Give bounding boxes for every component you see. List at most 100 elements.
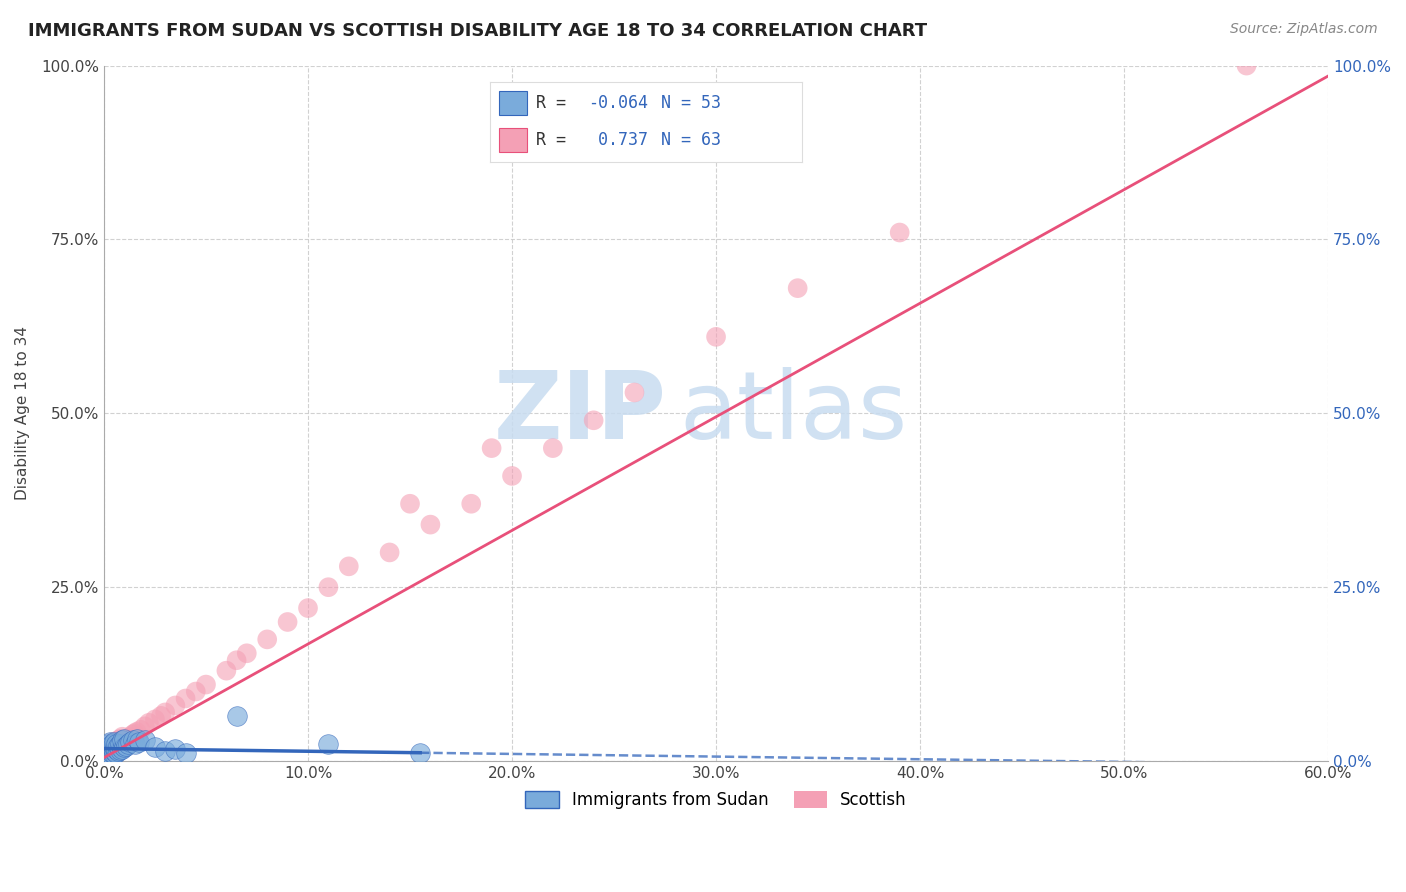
Point <box>1236 59 1258 73</box>
Point <box>165 741 187 756</box>
Point <box>481 441 503 455</box>
Point <box>97 750 120 764</box>
Point <box>105 737 128 751</box>
Point <box>121 733 143 747</box>
Point <box>110 731 132 746</box>
Point <box>111 733 134 747</box>
Point <box>94 747 117 761</box>
Point <box>97 737 120 751</box>
Point <box>107 733 129 747</box>
Point <box>582 413 605 427</box>
Point <box>112 731 135 746</box>
Point <box>101 746 124 760</box>
Point <box>94 749 117 764</box>
Point <box>541 441 564 455</box>
Point <box>143 740 166 755</box>
Point <box>94 746 117 760</box>
Point <box>98 740 121 755</box>
Point <box>129 723 152 737</box>
Point <box>111 737 134 751</box>
Point <box>378 545 401 559</box>
Point <box>98 744 121 758</box>
Point <box>134 719 156 733</box>
Point <box>501 469 523 483</box>
Point <box>110 737 132 751</box>
Point <box>318 737 340 751</box>
Point <box>98 739 121 753</box>
Point <box>103 734 125 748</box>
Point <box>174 691 197 706</box>
Point <box>460 497 482 511</box>
Point <box>97 740 120 755</box>
Point <box>97 748 120 763</box>
Point <box>174 746 197 760</box>
Point <box>120 734 142 748</box>
Point <box>98 750 121 764</box>
Point <box>98 734 121 748</box>
Point <box>94 744 117 758</box>
Point <box>143 712 166 726</box>
Point <box>98 741 121 756</box>
Point <box>97 745 120 759</box>
Point <box>94 744 117 758</box>
Point <box>97 746 120 760</box>
Point <box>97 743 120 757</box>
Point <box>153 744 176 758</box>
Point <box>107 739 129 753</box>
Point <box>101 748 124 763</box>
Point <box>117 737 139 751</box>
Point <box>107 744 129 758</box>
Point <box>110 743 132 757</box>
Point <box>889 226 911 240</box>
Legend: Immigrants from Sudan, Scottish: Immigrants from Sudan, Scottish <box>519 784 914 815</box>
Point <box>97 748 120 763</box>
Point <box>103 744 125 758</box>
Point <box>103 740 125 755</box>
Point <box>103 740 125 755</box>
Point <box>112 740 135 755</box>
Point <box>704 330 727 344</box>
Point <box>97 747 120 761</box>
Point <box>138 715 160 730</box>
Point <box>98 747 121 761</box>
Point <box>115 733 138 747</box>
Point <box>153 706 176 720</box>
Text: Source: ZipAtlas.com: Source: ZipAtlas.com <box>1230 22 1378 37</box>
Text: atlas: atlas <box>679 368 908 459</box>
Point <box>111 730 134 744</box>
Y-axis label: Disability Age 18 to 34: Disability Age 18 to 34 <box>15 326 30 500</box>
Point <box>103 744 125 758</box>
Point <box>128 734 150 748</box>
Point <box>256 632 278 647</box>
Text: ZIP: ZIP <box>495 368 666 459</box>
Point <box>120 730 142 744</box>
Point <box>94 747 117 761</box>
Point <box>105 737 128 751</box>
Point <box>101 737 124 751</box>
Point <box>150 709 173 723</box>
Point <box>124 737 146 751</box>
Point <box>101 740 124 755</box>
Point <box>94 750 117 764</box>
Point <box>98 737 121 751</box>
Point <box>115 739 138 753</box>
Point <box>101 741 124 756</box>
Point <box>184 684 207 698</box>
Point <box>111 741 134 756</box>
Point <box>103 734 125 748</box>
Point <box>105 741 128 756</box>
Point <box>101 746 124 760</box>
Point <box>337 559 360 574</box>
Point <box>125 731 148 746</box>
Point <box>318 580 340 594</box>
Point <box>97 740 120 755</box>
Point <box>105 741 128 756</box>
Point <box>110 739 132 753</box>
Point <box>94 746 117 760</box>
Point <box>124 726 146 740</box>
Point <box>107 740 129 755</box>
Point <box>134 733 156 747</box>
Point <box>105 746 128 760</box>
Point <box>117 731 139 746</box>
Point <box>103 747 125 761</box>
